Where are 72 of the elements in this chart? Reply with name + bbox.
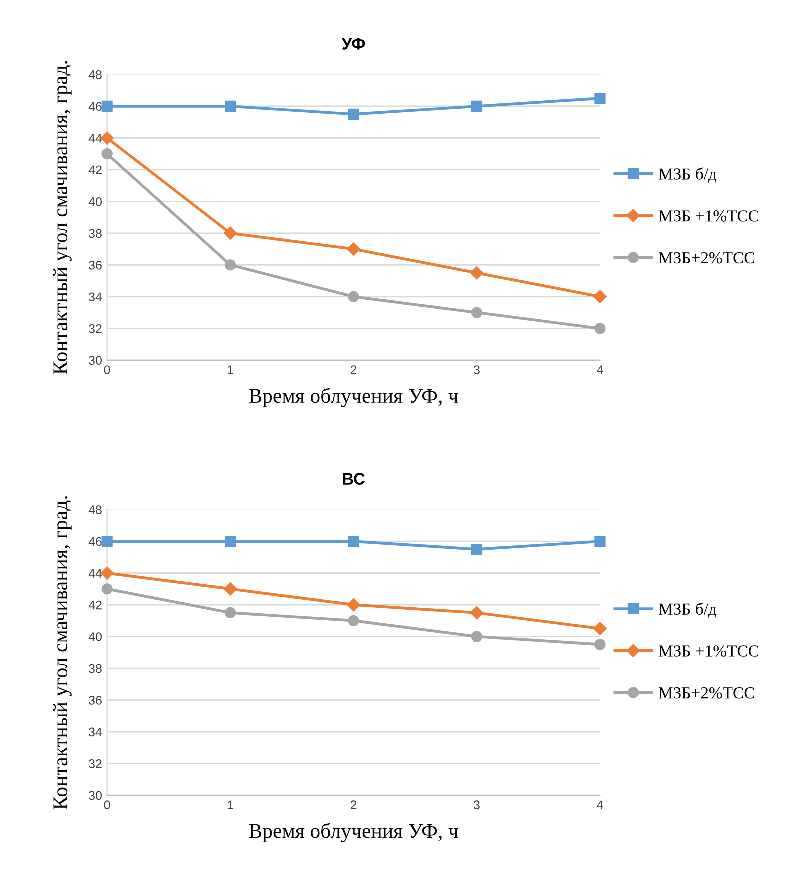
point xyxy=(102,536,113,548)
point xyxy=(102,148,113,160)
legend-label: МЗБ б/д xyxy=(658,168,717,183)
point xyxy=(348,108,360,120)
point xyxy=(594,290,607,304)
y-tick-label: 48 xyxy=(88,506,102,514)
y-axis-title: Контактный угол смачивания, град. xyxy=(53,61,72,375)
point xyxy=(594,536,606,548)
legend-label: МЗБ +1%ТСС xyxy=(658,210,759,222)
point xyxy=(471,631,483,642)
chart-title: УФ xyxy=(342,38,366,50)
y-tick-label: 30 xyxy=(89,356,102,366)
y-tick-label: 30 xyxy=(89,791,102,800)
point xyxy=(348,536,360,548)
y-tick-label: 32 xyxy=(89,760,102,768)
y-tick-label: 44 xyxy=(88,569,102,578)
x-axis-title: Время облучения УФ, ч xyxy=(249,823,458,843)
y-tick-label: 36 xyxy=(89,260,102,270)
point xyxy=(348,291,360,302)
point xyxy=(224,100,236,112)
y-tick-label: 40 xyxy=(88,632,102,642)
y-tick-label: 46 xyxy=(88,537,102,546)
point xyxy=(100,132,114,145)
point xyxy=(100,566,114,580)
y-tick-label: 38 xyxy=(89,229,102,238)
y-tick-label: 34 xyxy=(89,292,102,302)
point xyxy=(594,639,606,650)
chart-title: ВС xyxy=(343,473,366,485)
point xyxy=(471,544,483,556)
y-tick-label: 42 xyxy=(88,600,102,610)
x-tick-label: 1 xyxy=(228,800,234,810)
y-tick-label: 44 xyxy=(88,134,102,143)
y-tick-label: 48 xyxy=(88,70,102,80)
y-tick-label: 42 xyxy=(88,166,102,174)
legend-label: МЗБ+2%ТСС xyxy=(658,688,754,699)
legend-label: МЗБ +1%ТСС xyxy=(658,646,759,657)
x-tick-label: 3 xyxy=(474,800,480,810)
x-tick-label: 0 xyxy=(104,366,110,374)
y-tick-label: 46 xyxy=(88,102,102,112)
point xyxy=(470,266,484,280)
x-tick-label: 2 xyxy=(350,366,357,374)
y-tick-label: 38 xyxy=(89,664,102,674)
point xyxy=(470,606,484,620)
y-tick-label: 34 xyxy=(89,728,102,737)
point xyxy=(224,536,236,548)
legend-label: МЗБ б/д xyxy=(658,602,717,618)
point xyxy=(102,100,113,112)
x-tick-label: 1 xyxy=(228,366,234,374)
point xyxy=(102,584,113,595)
y-tick-label: 40 xyxy=(88,197,102,206)
point xyxy=(224,260,236,271)
x-tick-label: 4 xyxy=(597,366,604,374)
y-axis-title: Контактный угол смачивания, град. xyxy=(53,496,72,810)
point xyxy=(224,226,238,240)
y-tick-label: 36 xyxy=(89,696,102,705)
legend-label: МЗБ+2%ТСС xyxy=(658,252,754,264)
point xyxy=(594,323,606,334)
point xyxy=(594,92,606,104)
point xyxy=(471,100,483,112)
point xyxy=(594,622,607,636)
x-tick-label: 2 xyxy=(350,800,357,810)
x-tick-label: 0 xyxy=(104,800,110,810)
point xyxy=(347,598,360,612)
point xyxy=(471,307,483,318)
point xyxy=(224,582,238,596)
point xyxy=(347,242,360,256)
y-tick-label: 32 xyxy=(89,324,102,334)
x-tick-label: 3 xyxy=(474,366,480,374)
point xyxy=(224,607,236,619)
x-axis-title: Время облучения УФ, ч xyxy=(249,388,458,408)
point xyxy=(348,615,360,626)
x-tick-label: 4 xyxy=(597,800,604,810)
